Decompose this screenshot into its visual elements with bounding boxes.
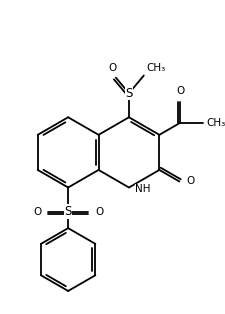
Text: CH₃: CH₃ (205, 118, 224, 128)
Text: NH: NH (135, 184, 150, 194)
Text: O: O (108, 63, 116, 73)
Text: O: O (175, 86, 183, 96)
Text: O: O (94, 207, 103, 217)
Text: CH₃: CH₃ (146, 63, 165, 73)
Text: O: O (186, 176, 194, 186)
Text: S: S (125, 87, 132, 100)
Text: O: O (33, 207, 41, 217)
Text: S: S (64, 205, 72, 218)
